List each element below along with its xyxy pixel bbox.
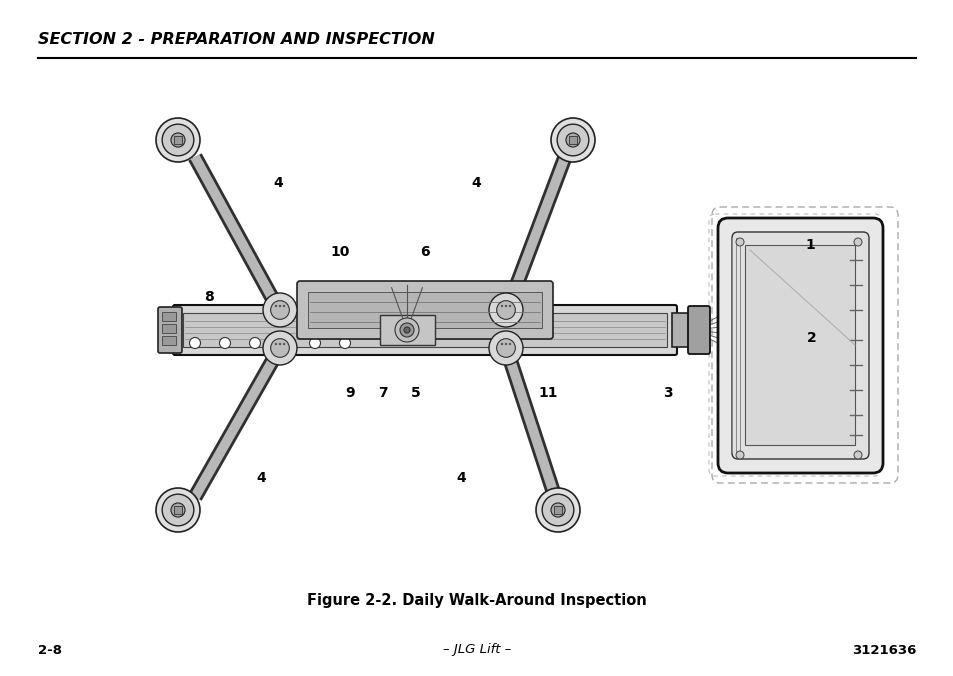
FancyBboxPatch shape [731, 232, 868, 459]
Bar [671, 313, 693, 347]
Circle shape [271, 339, 289, 358]
Circle shape [162, 494, 193, 526]
Circle shape [219, 337, 231, 349]
Circle shape [279, 337, 291, 349]
Circle shape [190, 337, 200, 349]
Text: 5: 5 [411, 386, 420, 400]
Circle shape [500, 305, 502, 307]
Circle shape [853, 238, 862, 246]
Circle shape [250, 337, 260, 349]
Circle shape [282, 305, 285, 307]
Circle shape [504, 305, 507, 307]
Circle shape [274, 343, 277, 345]
FancyBboxPatch shape [172, 305, 677, 355]
Circle shape [504, 343, 507, 345]
Circle shape [162, 124, 193, 156]
Circle shape [263, 293, 296, 327]
Text: 6: 6 [419, 245, 430, 259]
Text: 8: 8 [204, 290, 213, 304]
Circle shape [735, 451, 743, 459]
Circle shape [551, 118, 595, 162]
FancyBboxPatch shape [158, 307, 182, 353]
Text: 7: 7 [377, 386, 388, 400]
Circle shape [271, 301, 289, 319]
Circle shape [171, 133, 185, 147]
Text: 4: 4 [255, 471, 266, 485]
Circle shape [403, 327, 410, 333]
Bar [554, 506, 561, 514]
Bar [162, 324, 175, 333]
Circle shape [489, 331, 522, 365]
Text: 3121636: 3121636 [851, 644, 915, 656]
Text: 4: 4 [273, 176, 283, 190]
Circle shape [282, 343, 285, 345]
Circle shape [497, 339, 515, 358]
Circle shape [278, 343, 281, 345]
Text: 1: 1 [804, 238, 814, 252]
Bar [744, 245, 854, 445]
Text: 4: 4 [471, 176, 480, 190]
FancyBboxPatch shape [718, 218, 882, 473]
Bar [174, 136, 182, 144]
Bar [174, 506, 182, 514]
Bar [308, 292, 541, 328]
Circle shape [156, 488, 200, 532]
Text: 4: 4 [456, 471, 465, 485]
Circle shape [557, 124, 588, 156]
Circle shape [508, 343, 511, 345]
Bar [569, 136, 577, 144]
Circle shape [395, 318, 418, 342]
Text: SECTION 2 - PREPARATION AND INSPECTION: SECTION 2 - PREPARATION AND INSPECTION [38, 32, 435, 47]
Text: 11: 11 [537, 386, 558, 400]
FancyBboxPatch shape [687, 306, 709, 354]
Text: 9: 9 [345, 386, 355, 400]
Circle shape [497, 301, 515, 319]
Text: 10: 10 [330, 245, 350, 259]
Circle shape [399, 323, 414, 337]
Circle shape [489, 293, 522, 327]
Circle shape [274, 305, 277, 307]
Circle shape [309, 337, 320, 349]
Bar [183, 313, 666, 347]
Bar [379, 315, 435, 345]
Circle shape [339, 337, 350, 349]
FancyBboxPatch shape [296, 281, 553, 339]
Circle shape [735, 238, 743, 246]
Text: 2: 2 [806, 331, 816, 345]
Circle shape [500, 343, 502, 345]
Text: 2-8: 2-8 [38, 644, 62, 656]
Circle shape [853, 451, 862, 459]
Circle shape [171, 503, 185, 517]
Bar [162, 312, 175, 321]
Circle shape [508, 305, 511, 307]
Text: – JLG Lift –: – JLG Lift – [442, 644, 511, 656]
Text: 3: 3 [662, 386, 672, 400]
Circle shape [541, 494, 574, 526]
Circle shape [536, 488, 579, 532]
Circle shape [278, 305, 281, 307]
Bar [162, 336, 175, 345]
Circle shape [263, 331, 296, 365]
Circle shape [551, 503, 564, 517]
Text: Figure 2-2. Daily Walk-Around Inspection: Figure 2-2. Daily Walk-Around Inspection [307, 592, 646, 608]
Circle shape [565, 133, 579, 147]
Circle shape [156, 118, 200, 162]
